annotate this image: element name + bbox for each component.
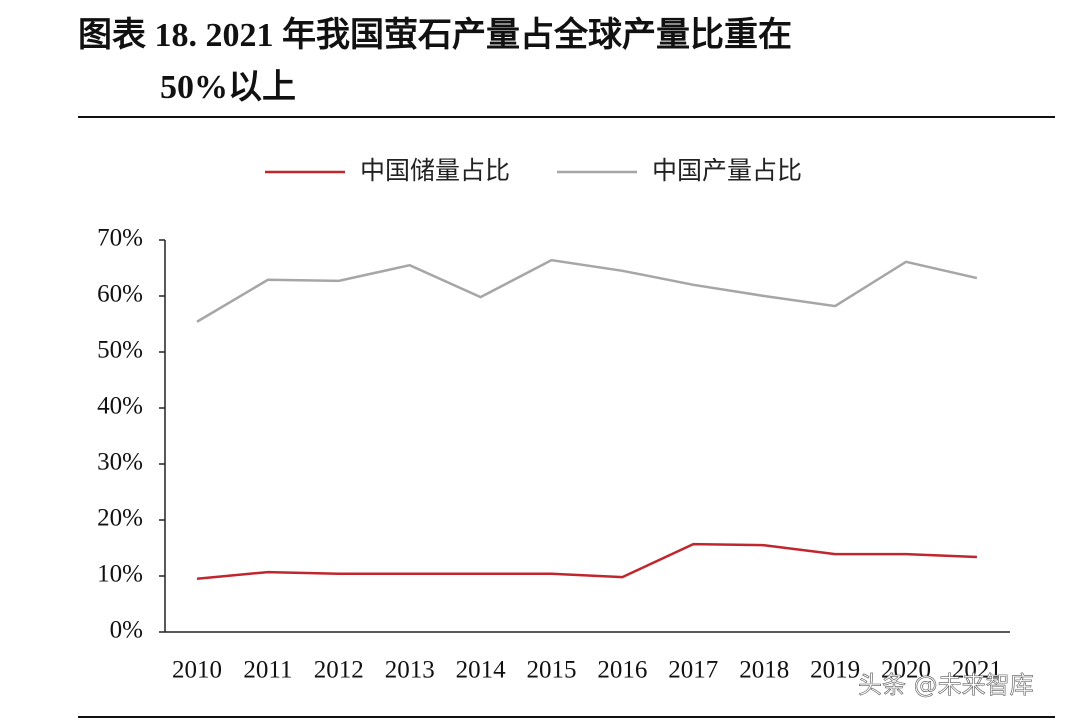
x-tick-label: 2018 — [739, 657, 789, 684]
legend-label: 中国储量占比 — [360, 156, 510, 185]
data-line — [196, 258, 978, 323]
data-line — [196, 542, 977, 581]
x-tick-label: 2019 — [810, 657, 860, 684]
chart-title: 图表 18. 2021 年我国萤石产量占全球产量比重在 — [78, 15, 792, 54]
y-tick-label: 40% — [97, 393, 143, 420]
watermark: 头条 @未来智库 — [858, 671, 1034, 699]
legend-label: 中国产量占比 — [652, 156, 802, 185]
x-tick-label: 2011 — [243, 657, 292, 684]
x-tick-label: 2010 — [172, 657, 222, 684]
x-tick-label: 2020 — [881, 657, 931, 684]
y-tick-label: 0% — [110, 617, 143, 644]
y-tick-label: 50% — [97, 337, 143, 364]
chart-title: 50%以上 — [160, 68, 296, 106]
y-tick-label: 30% — [97, 449, 143, 476]
x-tick-label: 2016 — [597, 657, 647, 684]
x-tick-label: 2015 — [527, 657, 577, 684]
x-tick-label: 2017 — [668, 657, 718, 684]
y-tick-label: 20% — [97, 505, 143, 532]
y-tick-label: 70% — [97, 225, 143, 252]
y-tick-label: 10% — [97, 561, 143, 588]
y-tick-label: 60% — [97, 281, 143, 308]
x-tick-label: 2012 — [314, 657, 364, 684]
x-tick-label: 2013 — [385, 657, 435, 684]
x-tick-label: 2021 — [952, 657, 1002, 684]
x-tick-label: 2014 — [456, 657, 507, 684]
